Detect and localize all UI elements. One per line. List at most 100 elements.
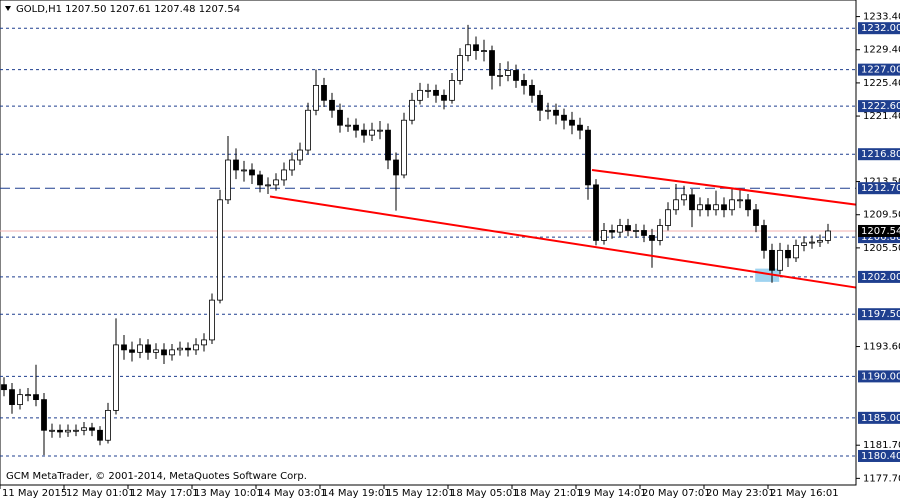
x-tick-label: 14 May 19:01 [322,488,391,499]
candle-body [89,427,95,431]
candle-body [257,174,263,186]
candle-body [281,169,287,181]
candle-body [737,199,743,202]
candle-body [49,429,55,432]
candle-body [745,199,751,211]
candle-body [425,89,431,92]
candle-body [65,429,71,433]
candle-body [753,209,759,226]
candle-body [761,225,767,251]
y-tick-label: 1209.50 [863,210,900,221]
level-label-box [858,449,900,462]
candle-body [1,384,7,391]
candle-body [713,204,719,211]
x-tick-label: 21 May 16:01 [770,488,839,499]
plot-area [0,0,857,486]
level-label-box [858,270,900,283]
candle-body [801,242,807,246]
candle-body [577,124,583,131]
candle-body [161,349,167,356]
candle-body [17,394,23,405]
candle-body [225,159,231,201]
candle-body [273,179,279,186]
x-tick-label: 13 May 10:01 [194,488,263,499]
candle-body [185,347,191,351]
x-tick-label: 15 May 12:01 [386,488,455,499]
bid-label: 1207.54 [861,226,900,237]
y-tick-label: 1225.40 [863,78,900,89]
candle-body [393,159,399,176]
candle-body [265,184,271,187]
candle-body [369,129,375,136]
candle-body [825,230,831,241]
candle-body [537,94,543,111]
candle-body [473,44,479,51]
candle-body [617,225,623,233]
y-tick-label: 1233.40 [863,12,900,23]
candle-body [633,230,639,232]
level-label-box [858,22,900,35]
candle-body [513,70,519,81]
candle-body [305,109,311,151]
level-label-box [858,63,900,76]
level-label: 1202.00 [861,272,900,283]
candle-body [25,394,31,397]
candle-body [193,344,199,351]
candle-body [233,159,239,171]
candle-body [321,84,327,101]
candle-body [673,199,679,211]
candle-body [505,70,511,76]
candle-body [113,344,119,411]
candle-body [129,349,135,353]
x-tick-label: 19 May 14:01 [578,488,647,499]
candle-body [249,169,255,176]
y-tick-label: 1213.50 [863,177,900,188]
candle-body [449,80,455,101]
candle-body [105,409,111,441]
candle-body [465,44,471,56]
candle-body [553,109,559,116]
candle-body [241,169,247,172]
menu-triangle[interactable] [5,6,11,11]
candle-body [145,344,151,353]
footer: GCM MetaTrader, © 2001-2014, MetaQuotes … [6,471,307,482]
bid-label-box [858,224,900,237]
candle-body [337,109,343,126]
candle-body [601,230,607,241]
candle-body [457,55,463,81]
candle-body [41,399,47,431]
level-label: 1206.80 [861,232,900,243]
level-label: 1216.80 [861,149,900,160]
level-label-box [858,100,900,113]
x-tick-label: 11 May 2015 [2,488,67,499]
level-label: 1212.70 [861,183,900,194]
y-tick-label: 1193.60 [863,342,900,353]
candle-body [697,204,703,211]
candle-body [529,84,535,96]
candle-body [545,109,551,112]
candle-body [721,204,727,211]
candle-body [73,429,79,432]
candle-body [313,84,319,111]
candle-body [177,347,183,351]
candle-body [785,249,791,259]
level-label: 1222.60 [861,101,900,112]
candle-body [33,394,39,401]
x-tick-label: 12 May 01:01 [66,488,135,499]
candle-body [665,209,671,226]
candle-body [329,99,335,111]
y-tick-label: 1181.70 [863,440,900,451]
candle-body [593,184,599,241]
x-tick-label: 18 May 05:01 [450,488,519,499]
candle-body [217,199,223,301]
candle-body [681,194,687,201]
candle-body [441,94,447,101]
level-label-box [858,148,900,161]
candle-body [297,149,303,161]
y-tick-label: 1177.70 [863,473,900,484]
x-tick-label: 12 May 17:01 [130,488,199,499]
level-label-box [858,308,900,321]
candle-body [481,50,487,52]
candle-body [569,119,575,126]
